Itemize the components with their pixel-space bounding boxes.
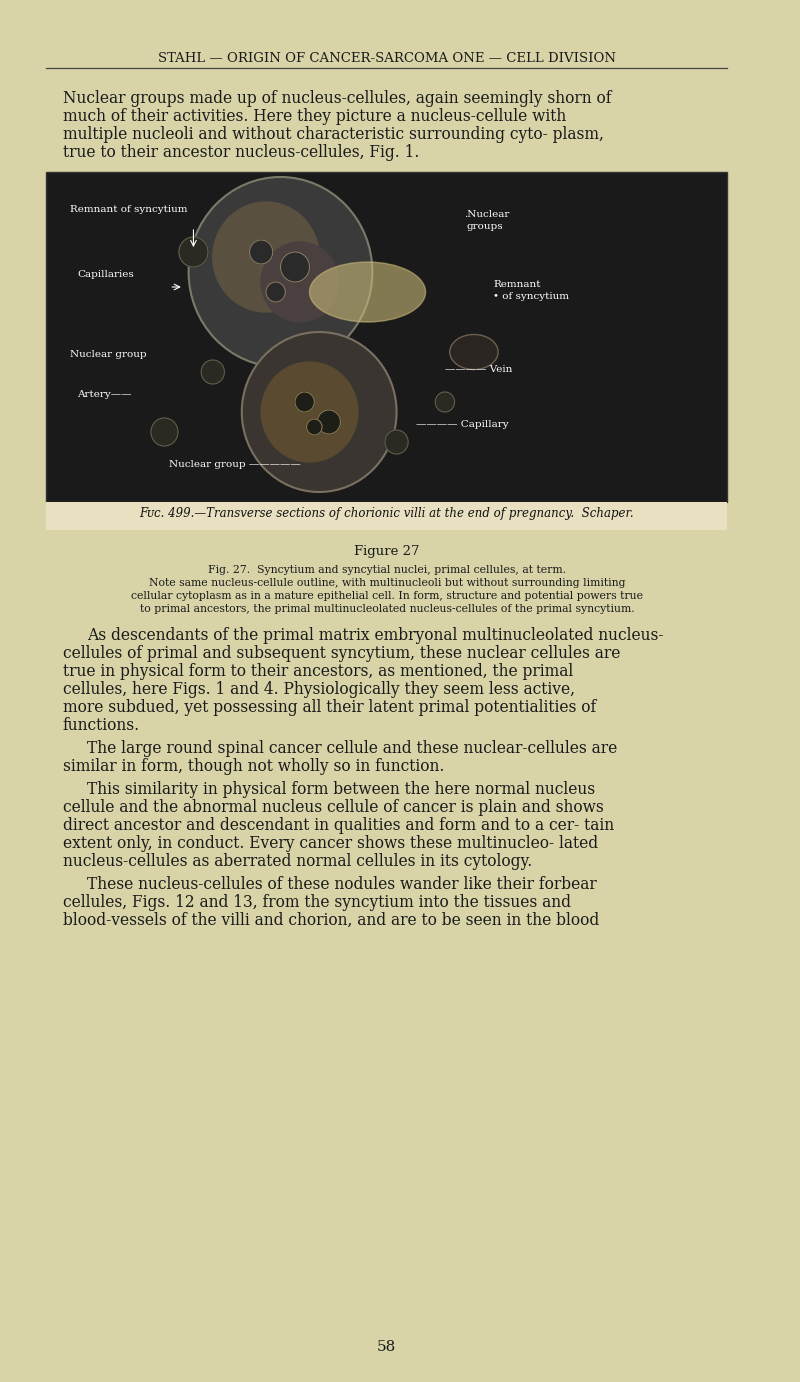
Text: Artery——: Artery—— [78,390,132,399]
Text: Note same nucleus-cellule outline, with multinucleoli but without surrounding li: Note same nucleus-cellule outline, with … [149,578,625,587]
Circle shape [213,202,319,312]
Circle shape [318,410,341,434]
Text: Figure 27: Figure 27 [354,545,420,558]
Text: similar in form, though not wholly so in function.: similar in form, though not wholly so in… [63,757,444,775]
Text: true to their ancestor nucleus-cellules, Fig. 1.: true to their ancestor nucleus-cellules,… [63,144,419,160]
Circle shape [242,332,397,492]
Text: 58: 58 [378,1341,397,1354]
Circle shape [435,392,454,412]
Text: Capillaries: Capillaries [78,269,134,279]
Text: cellules, here Figs. 1 and 4. Physiologically they seem less active,: cellules, here Figs. 1 and 4. Physiologi… [63,681,575,698]
Circle shape [250,240,273,264]
Text: extent only, in conduct. Every cancer shows these multinucleo- lated: extent only, in conduct. Every cancer sh… [63,835,598,851]
Text: Nuclear group —————: Nuclear group ————— [170,460,301,468]
Bar [46,171,727,502]
Circle shape [306,419,322,435]
Text: Remnant: Remnant [494,281,541,289]
Circle shape [295,392,314,412]
Text: Remnant of syncytium: Remnant of syncytium [70,205,187,214]
Circle shape [266,282,286,303]
Text: more subdued, yet possessing all their latent primal potentialities of: more subdued, yet possessing all their l… [63,699,596,716]
Text: ———— Vein: ———— Vein [445,365,512,375]
Bar [46,502,727,531]
Text: Fᴜᴄ. 499.—Transverse sections of chorionic villi at the end of pregnancy.  Schap: Fᴜᴄ. 499.—Transverse sections of chorion… [139,507,634,520]
Text: true in physical form to their ancestors, as mentioned, the primal: true in physical form to their ancestors… [63,663,573,680]
Circle shape [385,430,408,455]
Text: Fig. 27.  Syncytium and syncytial nuclei, primal cellules, at term.: Fig. 27. Syncytium and syncytial nuclei,… [208,565,566,575]
Text: STAHL — ORIGIN OF CANCER-SARCOMA ONE — CELL DIVISION: STAHL — ORIGIN OF CANCER-SARCOMA ONE — C… [158,53,616,65]
Text: These nucleus-cellules of these nodules wander like their forbear: These nucleus-cellules of these nodules … [87,876,597,893]
Text: direct ancestor and descendant in qualities and form and to a cer- tain: direct ancestor and descendant in qualit… [63,817,614,833]
Text: to primal ancestors, the primal multinucleolated nucleus-cellules of the primal : to primal ancestors, the primal multinuc… [139,604,634,614]
Text: .Nuclear: .Nuclear [464,210,510,218]
Text: Nuclear groups made up of nucleus-cellules, again seemingly shorn of: Nuclear groups made up of nucleus-cellul… [63,90,611,106]
Text: cellules of primal and subsequent syncytium, these nuclear cellules are: cellules of primal and subsequent syncyt… [63,645,620,662]
Text: multiple nucleoli and without characteristic surrounding cyto- plasm,: multiple nucleoli and without characteri… [63,126,604,142]
Text: cellules, Figs. 12 and 13, from the syncytium into the tissues and: cellules, Figs. 12 and 13, from the sync… [63,894,571,911]
Ellipse shape [450,334,498,369]
Text: cellular cytoplasm as in a mature epithelial cell. In form, structure and potent: cellular cytoplasm as in a mature epithe… [131,591,643,601]
Text: Nuclear group: Nuclear group [70,350,146,359]
Circle shape [179,236,208,267]
Text: nucleus-cellules as aberrated normal cellules in its cytology.: nucleus-cellules as aberrated normal cel… [63,853,532,871]
Circle shape [261,242,338,322]
Text: • of syncytium: • of syncytium [494,292,570,301]
Text: ———— Capillary: ———— Capillary [416,420,509,428]
Text: The large round spinal cancer cellule and these nuclear-cellules are: The large round spinal cancer cellule an… [87,739,618,757]
Text: cellule and the abnormal nucleus cellule of cancer is plain and shows: cellule and the abnormal nucleus cellule… [63,799,604,815]
Circle shape [151,417,178,446]
Circle shape [261,362,358,462]
Text: blood-vessels of the villi and chorion, and are to be seen in the blood: blood-vessels of the villi and chorion, … [63,912,599,929]
Text: functions.: functions. [63,717,140,734]
Circle shape [189,177,372,368]
Text: As descendants of the primal matrix embryonal multinucleolated nucleus-: As descendants of the primal matrix embr… [87,627,663,644]
Circle shape [201,359,224,384]
Text: much of their activities. Here they picture a nucleus-cellule with: much of their activities. Here they pict… [63,108,566,124]
Circle shape [281,252,310,282]
Text: groups: groups [466,223,503,231]
Ellipse shape [310,263,426,322]
Text: This similarity in physical form between the here normal nucleus: This similarity in physical form between… [87,781,595,797]
